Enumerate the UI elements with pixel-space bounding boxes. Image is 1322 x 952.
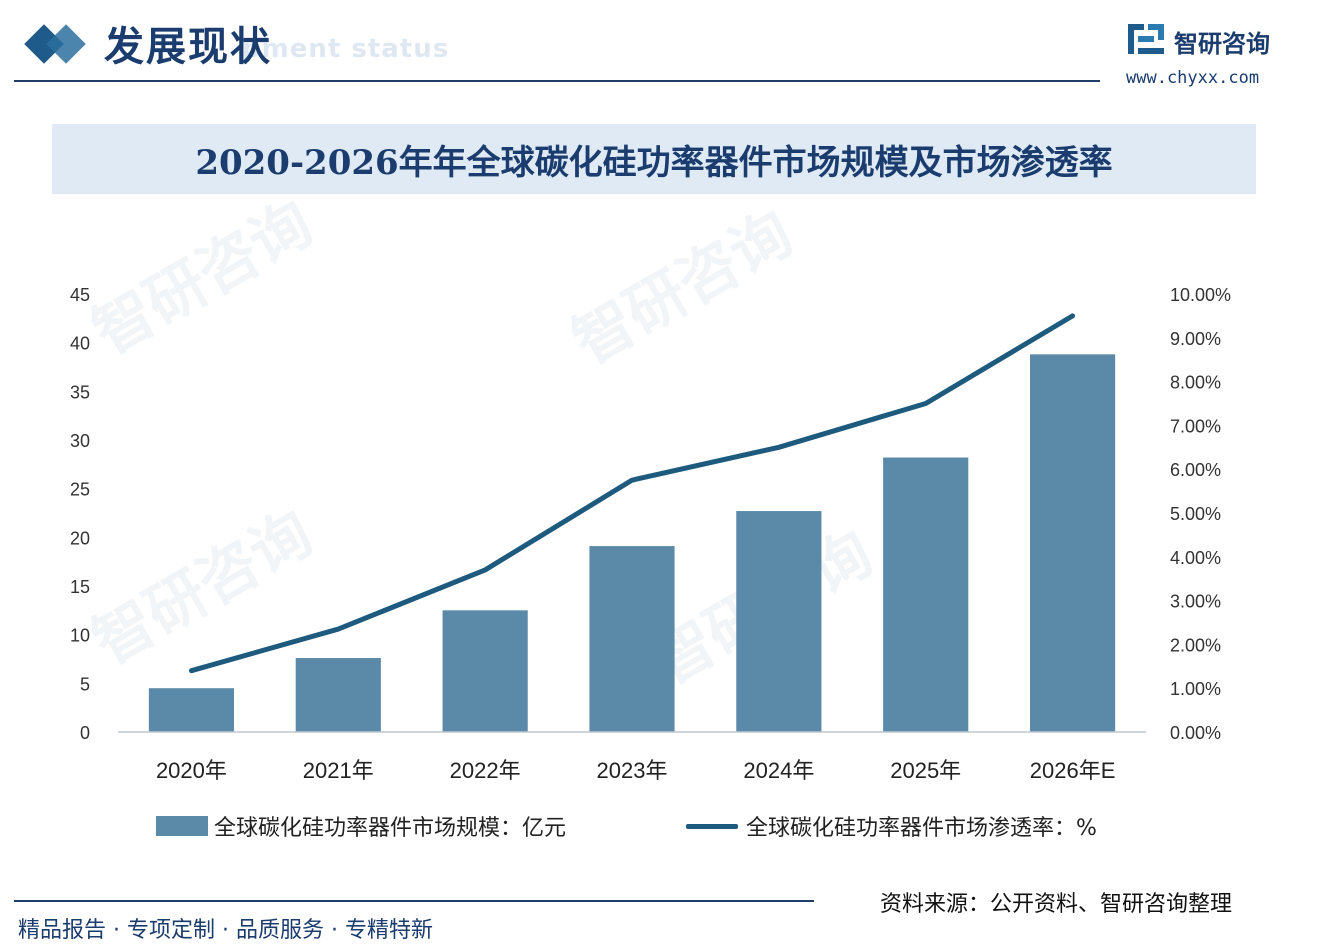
- bar-2024年: [736, 511, 822, 732]
- left-tick-label: 40: [70, 334, 90, 354]
- bar-2021年: [295, 658, 381, 732]
- right-tick-label: 1.00%: [1170, 679, 1221, 699]
- footer-tagline: 精品报告 · 专项定制 · 品质服务 · 专精特新: [18, 918, 433, 943]
- left-tick-label: 45: [70, 285, 90, 305]
- x-tick-label: 2022年: [450, 758, 521, 783]
- page-title: 发展现状: [104, 24, 272, 70]
- legend-item-bar: 全球碳化硅功率器件市场规模：亿元: [156, 810, 566, 842]
- bar-2023年: [589, 546, 675, 732]
- left-tick-label: 20: [70, 528, 90, 548]
- x-tick-label: 2020年: [156, 758, 227, 783]
- chart-title: 2020-2026年年全球碳化硅功率器件市场规模及市场渗透率: [195, 142, 1113, 183]
- x-tick-label: 2023年: [597, 758, 668, 783]
- bar-2020年: [148, 688, 235, 732]
- left-tick-label: 5: [80, 674, 90, 694]
- header-divider: [14, 80, 1100, 82]
- x-tick-label: 2025年: [890, 758, 961, 783]
- right-tick-label: 5.00%: [1170, 504, 1221, 524]
- right-tick-label: 6.00%: [1170, 460, 1221, 480]
- left-tick-label: 10: [70, 626, 90, 646]
- brand-logo-icon: [1128, 24, 1164, 54]
- right-tick-label: 7.00%: [1170, 416, 1221, 436]
- right-tick-label: 4.00%: [1170, 548, 1221, 568]
- right-tick-label: 9.00%: [1170, 329, 1221, 349]
- legend-item-line: 全球碳化硅功率器件市场渗透率：%: [686, 810, 1097, 842]
- brand-name: 智研咨询: [1174, 30, 1270, 58]
- brand-url: www.chyxx.com: [1126, 68, 1260, 88]
- right-tick-label: 2.00%: [1170, 635, 1221, 655]
- source-label: 资料来源：公开资料、智研咨询整理: [880, 892, 1233, 917]
- x-tick-label: 2021年: [303, 758, 374, 783]
- bar-2026年E: [1029, 354, 1116, 732]
- x-tick-label: 2026年E: [1030, 758, 1116, 783]
- left-tick-label: 35: [70, 382, 90, 402]
- right-tick-label: 3.00%: [1170, 592, 1221, 612]
- right-tick-label: 0.00%: [1170, 723, 1221, 743]
- bar-2022年: [442, 610, 528, 732]
- legend-line-swatch: [686, 823, 738, 829]
- right-tick-label: 8.00%: [1170, 373, 1221, 393]
- x-tick-label: 2024年: [743, 758, 814, 783]
- legend-label: 全球碳化硅功率器件市场规模：亿元: [214, 816, 567, 841]
- left-tick-label: 30: [70, 431, 90, 451]
- chart-title-band: 2020-2026年年全球碳化硅功率器件市场规模及市场渗透率: [52, 124, 1256, 194]
- left-tick-label: 15: [70, 577, 90, 597]
- right-tick-label: 10.00%: [1170, 285, 1231, 305]
- header-subtitle: pment status: [242, 34, 450, 64]
- left-tick-label: 25: [70, 480, 90, 500]
- left-tick-label: 0: [80, 723, 90, 743]
- legend-bar-swatch: [156, 816, 208, 836]
- bar-2025年: [883, 457, 969, 732]
- footer-divider: [14, 900, 814, 902]
- legend-label: 全球碳化硅功率器件市场渗透率：%: [746, 816, 1097, 841]
